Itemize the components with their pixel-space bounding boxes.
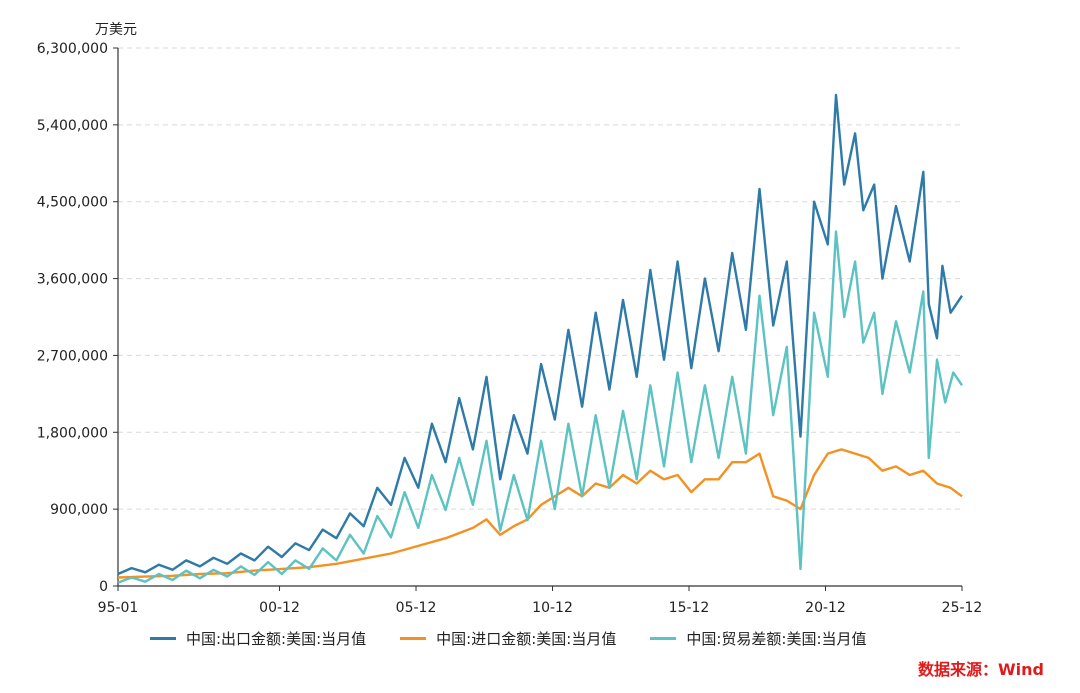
series-line-2	[117, 448, 963, 579]
x-tick-label: 00-12	[259, 600, 300, 616]
y-tick-label: 6,300,000	[37, 41, 108, 57]
chart-legend: 中国:出口金额:美国:当月值 中国:进口金额:美国:当月值 中国:贸易差额:美国…	[150, 628, 867, 649]
y-tick-label: 0	[99, 579, 108, 595]
legend-label-balance: 中国:贸易差额:美国:当月值	[686, 630, 867, 648]
y-tick-label: 900,000	[50, 502, 108, 518]
legend-swatch-import	[400, 637, 427, 640]
y-tick-label: 4,500,000	[37, 195, 108, 211]
data-source-label: 数据来源：Wind	[918, 660, 1044, 679]
x-tick-label: 05-12	[396, 600, 437, 616]
legend-label-import: 中国:进口金额:美国:当月值	[436, 630, 617, 648]
legend-item-balance: 中国:贸易差额:美国:当月值	[650, 628, 867, 649]
series-line-1	[117, 93, 963, 576]
legend-label-export: 中国:出口金额:美国:当月值	[186, 630, 367, 648]
trade-line-chart: 0 900,000 1,800,000 2,700,000 3,600,000 4,500…	[37, 22, 983, 616]
grid-lines	[118, 47, 962, 510]
x-tick-label: 15-12	[669, 600, 710, 616]
legend-swatch-export	[150, 637, 176, 640]
x-tick-label: 25-12	[942, 600, 983, 616]
y-tick-label: 1,800,000	[37, 425, 108, 441]
x-tick-label: 95-01	[98, 600, 139, 616]
x-tick-label: 10-12	[532, 600, 573, 616]
series-line-3	[117, 230, 963, 584]
axes	[117, 48, 962, 587]
legend-item-import: 中国:进口金额:美国:当月值	[400, 628, 616, 649]
legend-swatch-balance	[650, 637, 677, 640]
y-tick-label: 2,700,000	[37, 348, 108, 364]
x-axis-ticks: 95-01 00-12 05-12 10-12 15-12 20-12 25-12	[98, 586, 983, 616]
y-tick-label: 3,600,000	[37, 272, 108, 288]
x-tick-label: 20-12	[805, 600, 846, 616]
series-lines	[117, 93, 963, 584]
y-axis-ticks: 0 900,000 1,800,000 2,700,000 3,600,000 4,500…	[37, 41, 118, 595]
y-unit-label: 万美元	[95, 22, 137, 38]
y-tick-label: 5,400,000	[37, 118, 108, 134]
legend-item-export: 中国:出口金额:美国:当月值	[150, 628, 366, 649]
